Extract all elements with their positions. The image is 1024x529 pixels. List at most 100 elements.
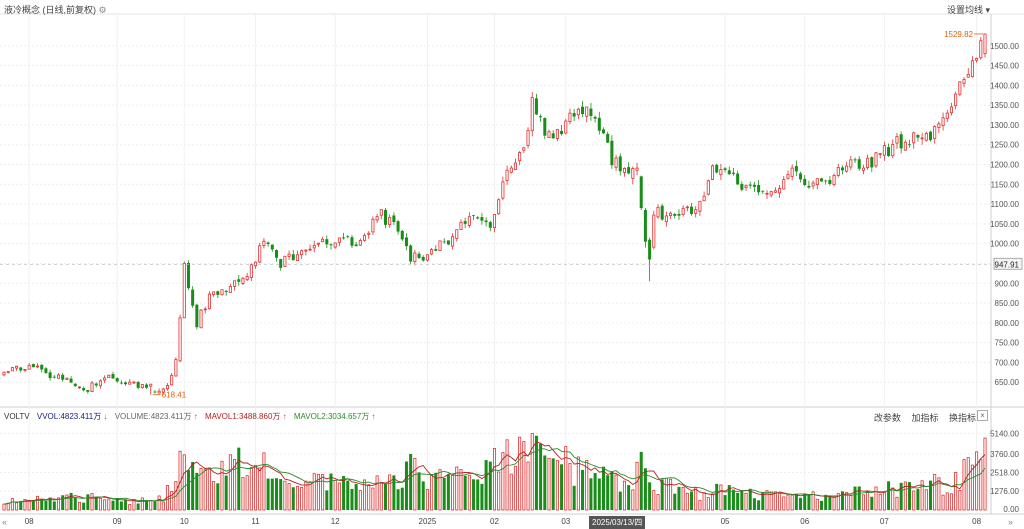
candle-body xyxy=(321,238,325,243)
volume-bar xyxy=(916,489,920,510)
candle-body xyxy=(757,185,761,193)
candle xyxy=(887,143,891,157)
candle-body xyxy=(488,222,492,228)
arrow-up-icon: ↑ xyxy=(193,412,198,421)
volume-bar xyxy=(56,497,61,511)
candle xyxy=(631,166,635,185)
candle xyxy=(501,176,505,201)
price-tick-label: 1050.00 xyxy=(990,220,1019,229)
scroll-right-button[interactable]: » xyxy=(1008,517,1013,527)
candle xyxy=(484,217,488,227)
change-params-button[interactable]: 改参数 xyxy=(873,413,901,423)
volume-bar xyxy=(325,490,329,510)
candle-body xyxy=(685,206,689,209)
last-price-label: 947.91 xyxy=(995,260,1020,269)
candle-body xyxy=(530,97,534,132)
volume-bar xyxy=(6,502,10,511)
add-indicator-button[interactable]: 加指标 xyxy=(911,413,939,423)
gear-icon[interactable]: ⚙ xyxy=(98,5,107,15)
candle-body xyxy=(6,371,10,373)
volume-bar xyxy=(526,461,530,511)
volume-bar xyxy=(295,485,299,511)
candle xyxy=(124,381,128,386)
close-icon: × xyxy=(980,411,985,420)
volume-bar xyxy=(547,457,551,511)
candle-body xyxy=(140,384,144,389)
candle-body xyxy=(279,259,283,268)
candle xyxy=(287,250,291,260)
candle-body xyxy=(44,368,48,374)
volume-bar xyxy=(518,436,522,511)
volume-bar xyxy=(794,494,798,510)
candle xyxy=(149,383,153,395)
candle xyxy=(48,369,52,381)
volume-bar xyxy=(220,460,224,511)
candle-body xyxy=(270,244,274,250)
candle-body xyxy=(165,385,170,390)
candle xyxy=(572,108,576,122)
candle xyxy=(497,198,501,215)
candle-body xyxy=(111,374,115,379)
candle-body xyxy=(916,134,920,138)
volume-bar xyxy=(673,493,677,510)
candle xyxy=(840,165,844,175)
candle xyxy=(342,232,346,240)
price-tick-label: 700.00 xyxy=(995,358,1020,367)
volume-bar xyxy=(312,473,316,511)
candle-body xyxy=(761,190,765,192)
candle-body xyxy=(337,237,341,243)
volume-bar xyxy=(128,504,132,511)
candle-body xyxy=(769,191,773,196)
candle xyxy=(119,380,123,385)
candle-body xyxy=(627,167,631,174)
volume-bar xyxy=(451,474,455,511)
volume-bar xyxy=(631,489,635,511)
candle xyxy=(69,376,73,384)
candle-body xyxy=(216,291,220,295)
candle-body xyxy=(731,172,735,174)
candle-body xyxy=(86,390,90,392)
candle xyxy=(329,243,333,250)
candle-body xyxy=(979,40,983,59)
candle-body xyxy=(614,157,618,168)
volume-bar xyxy=(111,500,115,510)
indicator-name: VOLTV xyxy=(4,412,30,421)
candle xyxy=(2,371,6,377)
candle xyxy=(165,383,170,391)
candle xyxy=(492,214,497,233)
set-ma-button[interactable]: 设置均线 ▾ xyxy=(947,3,990,16)
volume-bar xyxy=(94,496,98,510)
candle xyxy=(224,290,228,296)
candle-body xyxy=(815,178,819,185)
volume-bar xyxy=(316,473,320,511)
candle xyxy=(312,240,316,253)
candle xyxy=(908,139,912,148)
candle xyxy=(740,181,744,192)
candle-body xyxy=(505,169,509,182)
candle xyxy=(421,255,425,262)
volume-bar xyxy=(975,451,979,511)
candle-body xyxy=(861,167,865,171)
volume-bar xyxy=(769,491,773,511)
candle xyxy=(702,191,706,202)
candle xyxy=(103,375,107,384)
candle xyxy=(903,139,907,151)
volume-bar xyxy=(731,489,735,510)
volume-tick-label: 5140.00 xyxy=(990,429,1019,438)
candle-body xyxy=(723,168,727,170)
close-indicator-button[interactable]: × xyxy=(977,410,988,421)
volume-bar xyxy=(539,443,543,510)
scroll-left-button[interactable]: « xyxy=(2,517,7,527)
candle xyxy=(161,387,165,395)
volume-bar xyxy=(920,480,924,511)
candle xyxy=(912,131,916,149)
candle-body xyxy=(358,240,362,246)
candle xyxy=(379,209,383,220)
candle-body xyxy=(887,147,891,156)
candle xyxy=(539,114,543,122)
switch-indicator-button[interactable]: 换指标 xyxy=(948,413,976,423)
candle-body xyxy=(719,169,723,176)
candle xyxy=(853,157,857,163)
candle xyxy=(476,215,480,220)
